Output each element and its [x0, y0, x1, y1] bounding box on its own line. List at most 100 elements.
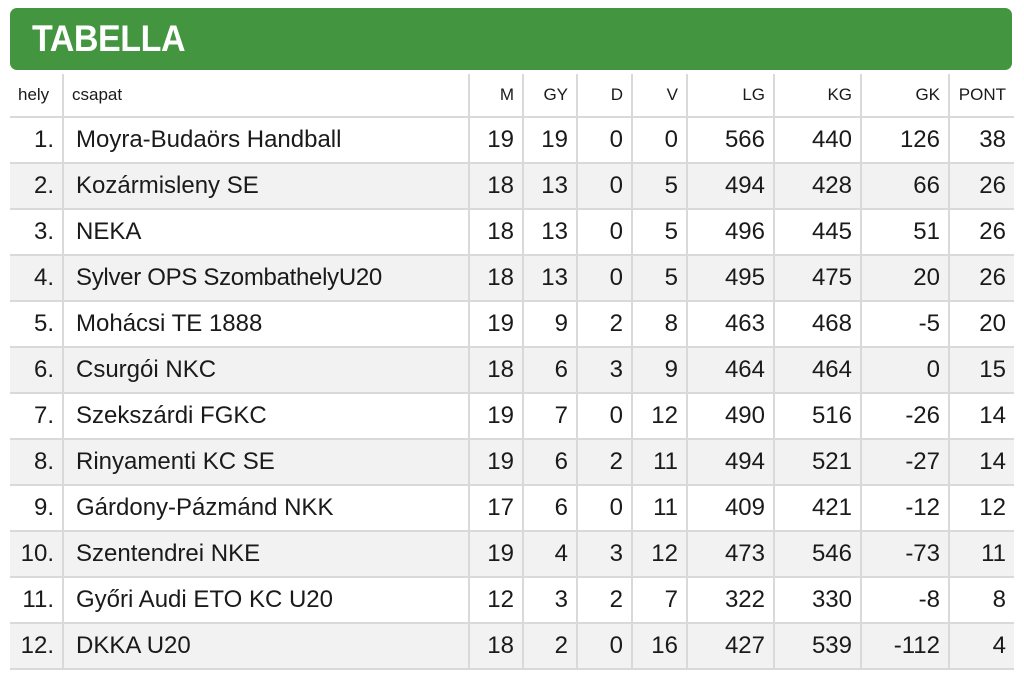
cell-goals-for: 464	[687, 347, 775, 394]
col-header-csapat: csapat	[63, 74, 470, 118]
cell-matches: 18	[469, 163, 524, 210]
col-header-m: M	[469, 74, 524, 118]
cell-team: NEKA	[63, 209, 470, 256]
table-row: 1. Moyra-Budaörs Handball 19 19 0 0 566 …	[10, 117, 1014, 164]
cell-matches: 19	[469, 301, 524, 348]
cell-goals-for: 473	[687, 531, 775, 578]
cell-goals-against: 521	[774, 439, 862, 486]
cell-draws: 2	[577, 577, 633, 624]
cell-losses: 12	[632, 393, 688, 440]
cell-goal-diff: -5	[861, 301, 950, 348]
cell-goals-for: 494	[687, 439, 775, 486]
cell-draws: 0	[577, 117, 633, 164]
table-row: 10. Szentendrei NKE 19 4 3 12 473 546 -7…	[10, 531, 1014, 578]
header-row: hely csapat M GY D V LG KG GK PONT	[10, 74, 1014, 118]
cell-team: Sylver OPS SzombathelyU20	[63, 255, 470, 302]
cell-points: 38	[949, 117, 1014, 164]
cell-matches: 12	[469, 577, 524, 624]
cell-goals-against: 539	[774, 623, 862, 670]
cell-points: 14	[949, 439, 1014, 486]
cell-position: 10.	[10, 531, 64, 578]
cell-wins: 9	[523, 301, 578, 348]
cell-position: 12.	[10, 623, 64, 670]
cell-team: Győri Audi ETO KC U20	[63, 577, 470, 624]
cell-matches: 18	[469, 255, 524, 302]
col-header-gk: GK	[861, 74, 950, 118]
table-row: 8. Rinyamenti KC SE 19 6 2 11 494 521 -2…	[10, 439, 1014, 486]
cell-losses: 12	[632, 531, 688, 578]
cell-goals-against: 428	[774, 163, 862, 210]
cell-points: 4	[949, 623, 1014, 670]
cell-losses: 11	[632, 485, 688, 532]
cell-draws: 0	[577, 485, 633, 532]
page-title: TABELLA	[32, 18, 186, 59]
cell-goals-for: 490	[687, 393, 775, 440]
cell-goals-for: 322	[687, 577, 775, 624]
cell-matches: 18	[469, 623, 524, 670]
cell-matches: 17	[469, 485, 524, 532]
cell-wins: 6	[523, 485, 578, 532]
cell-losses: 5	[632, 255, 688, 302]
cell-wins: 13	[523, 163, 578, 210]
cell-points: 26	[949, 163, 1014, 210]
cell-goal-diff: -27	[861, 439, 950, 486]
cell-position: 5.	[10, 301, 64, 348]
cell-goals-for: 409	[687, 485, 775, 532]
cell-points: 26	[949, 209, 1014, 256]
cell-draws: 3	[577, 531, 633, 578]
standings-table: hely csapat M GY D V LG KG GK PONT 1. Mo…	[10, 74, 1014, 670]
cell-goals-for: 566	[687, 117, 775, 164]
cell-points: 11	[949, 531, 1014, 578]
cell-points: 26	[949, 255, 1014, 302]
cell-draws: 0	[577, 393, 633, 440]
cell-team: Szekszárdi FGKC	[63, 393, 470, 440]
table-row: 3. NEKA 18 13 0 5 496 445 51 26	[10, 209, 1014, 256]
cell-position: 9.	[10, 485, 64, 532]
cell-losses: 9	[632, 347, 688, 394]
col-header-gy: GY	[523, 74, 578, 118]
cell-goals-against: 464	[774, 347, 862, 394]
cell-team: Kozármisleny SE	[63, 163, 470, 210]
cell-goals-for: 495	[687, 255, 775, 302]
cell-points: 20	[949, 301, 1014, 348]
cell-wins: 13	[523, 255, 578, 302]
cell-points: 8	[949, 577, 1014, 624]
cell-goal-diff: -12	[861, 485, 950, 532]
col-header-v: V	[632, 74, 688, 118]
cell-position: 11.	[10, 577, 64, 624]
cell-goal-diff: -26	[861, 393, 950, 440]
cell-losses: 5	[632, 163, 688, 210]
table-row: 12. DKKA U20 18 2 0 16 427 539 -112 4	[10, 623, 1014, 670]
cell-goals-against: 445	[774, 209, 862, 256]
cell-goals-for: 427	[687, 623, 775, 670]
cell-wins: 2	[523, 623, 578, 670]
cell-matches: 18	[469, 209, 524, 256]
cell-position: 6.	[10, 347, 64, 394]
col-header-pont: PONT	[949, 74, 1014, 118]
cell-team: Rinyamenti KC SE	[63, 439, 470, 486]
cell-goal-diff: 51	[861, 209, 950, 256]
cell-matches: 18	[469, 347, 524, 394]
cell-losses: 0	[632, 117, 688, 164]
cell-wins: 7	[523, 393, 578, 440]
cell-position: 8.	[10, 439, 64, 486]
cell-goals-against: 440	[774, 117, 862, 164]
table-row: 6. Csurgói NKC 18 6 3 9 464 464 0 15	[10, 347, 1014, 394]
cell-wins: 4	[523, 531, 578, 578]
cell-points: 14	[949, 393, 1014, 440]
cell-team: Gárdony-Pázmánd NKK	[63, 485, 470, 532]
cell-position: 1.	[10, 117, 64, 164]
cell-wins: 19	[523, 117, 578, 164]
cell-draws: 3	[577, 347, 633, 394]
cell-goals-for: 463	[687, 301, 775, 348]
cell-goal-diff: -8	[861, 577, 950, 624]
cell-goals-for: 496	[687, 209, 775, 256]
cell-losses: 11	[632, 439, 688, 486]
cell-goals-against: 546	[774, 531, 862, 578]
cell-goals-against: 468	[774, 301, 862, 348]
col-header-d: D	[577, 74, 633, 118]
table-row: 2. Kozármisleny SE 18 13 0 5 494 428 66 …	[10, 163, 1014, 210]
cell-losses: 7	[632, 577, 688, 624]
cell-team: Moyra-Budaörs Handball	[63, 117, 470, 164]
table-row: 11. Győri Audi ETO KC U20 12 3 2 7 322 3…	[10, 577, 1014, 624]
